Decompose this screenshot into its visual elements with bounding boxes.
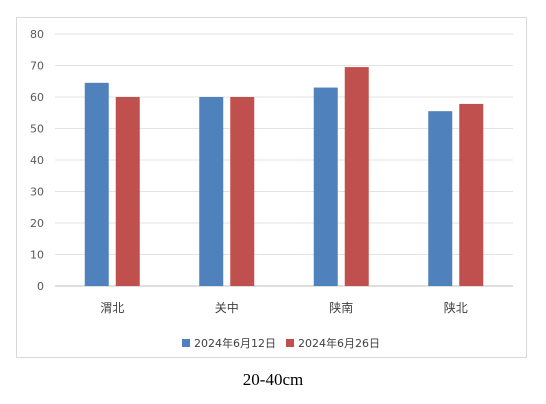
bar-1-4	[428, 111, 453, 286]
y-tick-label: 10	[30, 249, 44, 262]
y-tick-label: 0	[37, 280, 44, 293]
legend-label-1: 2024年6月12日	[194, 336, 276, 350]
x-category-label: 关中	[215, 300, 239, 315]
chart-caption: 20-40cm	[242, 370, 304, 389]
legend-swatch-1	[182, 339, 190, 347]
x-category-label: 陕南	[329, 300, 353, 315]
bar-2-2	[230, 97, 255, 286]
x-category-label: 陕北	[444, 300, 468, 315]
bar-1-2	[199, 97, 224, 286]
y-tick-label: 40	[30, 154, 44, 167]
legend-label-2: 2024年6月26日	[298, 336, 380, 350]
bar-2-4	[459, 103, 484, 287]
y-tick-label: 60	[30, 91, 44, 104]
y-tick-label: 20	[30, 217, 44, 230]
bar-1-1	[84, 82, 109, 286]
bar-chart: 0 10 20 30 40 50 60 70 80 渭北 关中 陕南 陕北 2024年6月12日 2024年…	[30, 28, 513, 350]
y-tick-label: 80	[30, 28, 44, 41]
legend-swatch-2	[286, 339, 294, 347]
y-tick-label: 70	[30, 60, 44, 73]
bar-1-3	[313, 87, 338, 286]
bar-2-3	[344, 67, 369, 286]
x-category-label: 渭北	[100, 301, 124, 315]
bar-2-1	[115, 97, 140, 286]
y-tick-label: 30	[30, 186, 44, 199]
y-tick-label: 50	[30, 123, 44, 136]
